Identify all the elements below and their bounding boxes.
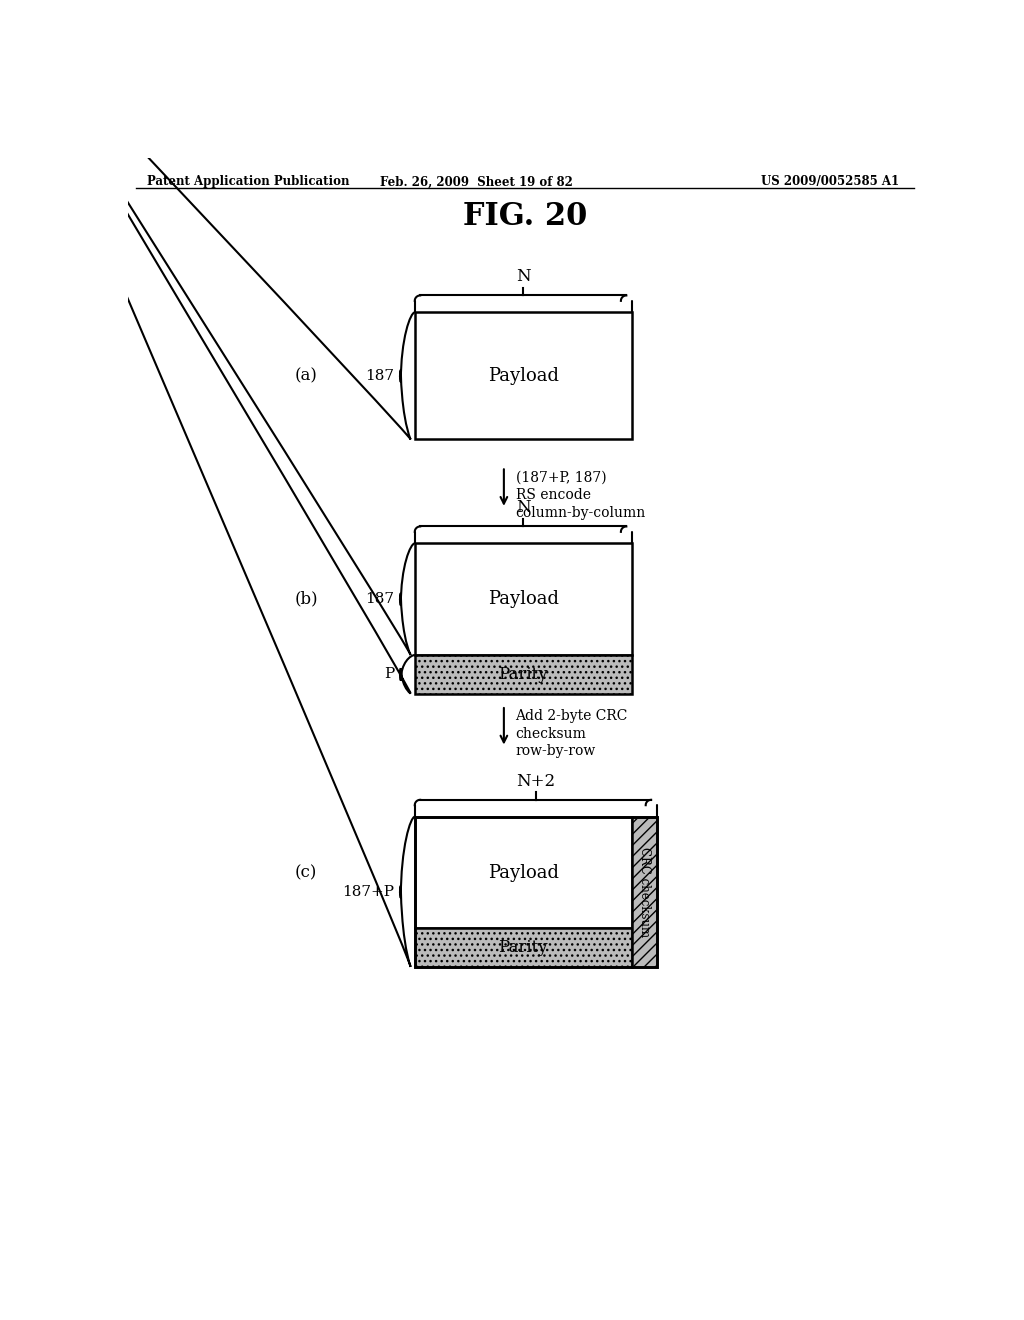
- Text: Patent Application Publication: Patent Application Publication: [147, 176, 350, 189]
- Bar: [415, 817, 632, 928]
- Text: (187+P, 187): (187+P, 187): [515, 470, 606, 484]
- Text: Parity: Parity: [499, 665, 548, 682]
- Text: checksum: checksum: [515, 726, 587, 741]
- Text: Feb. 26, 2009  Sheet 19 of 82: Feb. 26, 2009 Sheet 19 of 82: [380, 176, 573, 189]
- Text: N: N: [516, 268, 530, 285]
- Text: CRC checksum: CRC checksum: [638, 846, 650, 937]
- Text: Payload: Payload: [487, 367, 559, 385]
- Bar: [415, 655, 632, 693]
- Text: N: N: [516, 499, 530, 516]
- Text: (c): (c): [295, 865, 317, 880]
- Text: (b): (b): [295, 591, 318, 607]
- Text: 187+P: 187+P: [343, 884, 394, 899]
- Bar: [415, 313, 632, 440]
- Text: 187: 187: [366, 368, 394, 383]
- Text: row-by-row: row-by-row: [515, 744, 596, 759]
- Text: Add 2-byte CRC: Add 2-byte CRC: [515, 709, 628, 723]
- Text: column-by-column: column-by-column: [515, 506, 646, 520]
- Text: RS encode: RS encode: [515, 488, 591, 502]
- Text: (a): (a): [295, 367, 317, 384]
- Text: FIG. 20: FIG. 20: [463, 201, 587, 232]
- Bar: [415, 544, 632, 655]
- Text: Payload: Payload: [487, 590, 559, 609]
- Text: N+2: N+2: [516, 772, 555, 789]
- Text: Payload: Payload: [487, 863, 559, 882]
- Text: US 2009/0052585 A1: US 2009/0052585 A1: [761, 176, 899, 189]
- Bar: [415, 928, 632, 966]
- Text: Parity: Parity: [499, 939, 548, 956]
- Text: P: P: [384, 668, 394, 681]
- Bar: [632, 817, 656, 966]
- Bar: [415, 817, 656, 966]
- Text: 187: 187: [366, 593, 394, 606]
